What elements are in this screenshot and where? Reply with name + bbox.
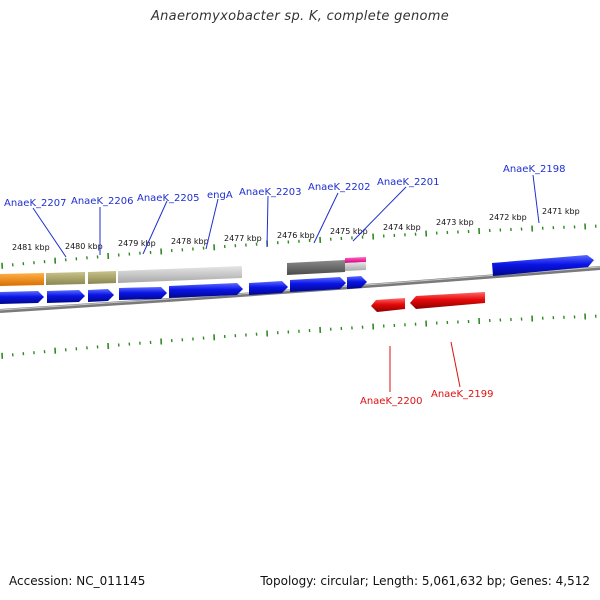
feature-pink[interactable]: [345, 257, 366, 263]
kbp-label: 2477 kbp: [224, 234, 262, 243]
kbp-label: 2476 kbp: [277, 231, 315, 240]
feature-olive-2[interactable]: [88, 271, 116, 284]
kbp-label: 2478 kbp: [171, 237, 209, 246]
gene-label-reverse[interactable]: AnaeK_2199: [431, 389, 493, 400]
feature-orange[interactable]: [0, 273, 44, 286]
gene-AnaeK_2207[interactable]: [0, 291, 44, 304]
kbp-label: 2481 kbp: [12, 243, 50, 252]
gene-AnaeK_2206[interactable]: [47, 290, 85, 303]
gene-label-forward[interactable]: AnaeK_2205: [137, 193, 199, 204]
feature-pink-base[interactable]: [345, 262, 366, 271]
forward-leader-lines: [32, 174, 540, 258]
reverse-leader-lines: [389, 341, 461, 392]
kbp-label: 2471 kbp: [542, 207, 580, 216]
gene-label-forward[interactable]: AnaeK_2198: [503, 164, 565, 175]
kbp-label: 2474 kbp: [383, 223, 421, 232]
kbp-label: 2472 kbp: [489, 213, 527, 222]
gene-AnaeK_2198[interactable]: [492, 255, 594, 276]
gene-engA-a[interactable]: [119, 287, 167, 300]
gene-AnaeK_2203[interactable]: [249, 281, 288, 295]
topology-text: Topology: circular; Length: 5,061,632 bp…: [260, 574, 590, 588]
gene-AnaeK_2200[interactable]: [371, 298, 405, 312]
gene-label-forward[interactable]: AnaeK_2203: [239, 187, 301, 198]
gene-AnaeK_2205[interactable]: [88, 289, 114, 302]
gene-label-forward[interactable]: AnaeK_2207: [4, 198, 66, 209]
gene-label-forward[interactable]: AnaeK_2202: [308, 182, 370, 193]
gene-label-forward[interactable]: engA: [207, 190, 233, 201]
kbp-label: 2479 kbp: [118, 239, 156, 248]
gene-AnaeK_2199[interactable]: [410, 292, 485, 309]
gene-label-forward[interactable]: AnaeK_2206: [71, 196, 133, 207]
feature-dark-gray[interactable]: [287, 260, 345, 275]
outer-scale-ticks: [1, 223, 597, 269]
feature-olive[interactable]: [46, 272, 85, 285]
gene-label-forward[interactable]: AnaeK_2201: [377, 177, 439, 188]
gene-label-reverse[interactable]: AnaeK_2200: [360, 396, 422, 407]
gene-AnaeK_2201[interactable]: [347, 276, 367, 289]
kbp-label: 2480 kbp: [65, 242, 103, 251]
gene-AnaeK_2202[interactable]: [290, 277, 346, 292]
kbp-label: 2473 kbp: [436, 218, 474, 227]
feature-light-gray[interactable]: [118, 266, 242, 283]
inner-scale-ticks: [1, 313, 597, 359]
kbp-label: 2475 kbp: [330, 227, 368, 236]
gene-engA[interactable]: [169, 283, 243, 298]
map-title: Anaeromyxobacter sp. K, complete genome: [150, 9, 450, 24]
accession-text: Accession: NC_011145: [9, 574, 146, 588]
